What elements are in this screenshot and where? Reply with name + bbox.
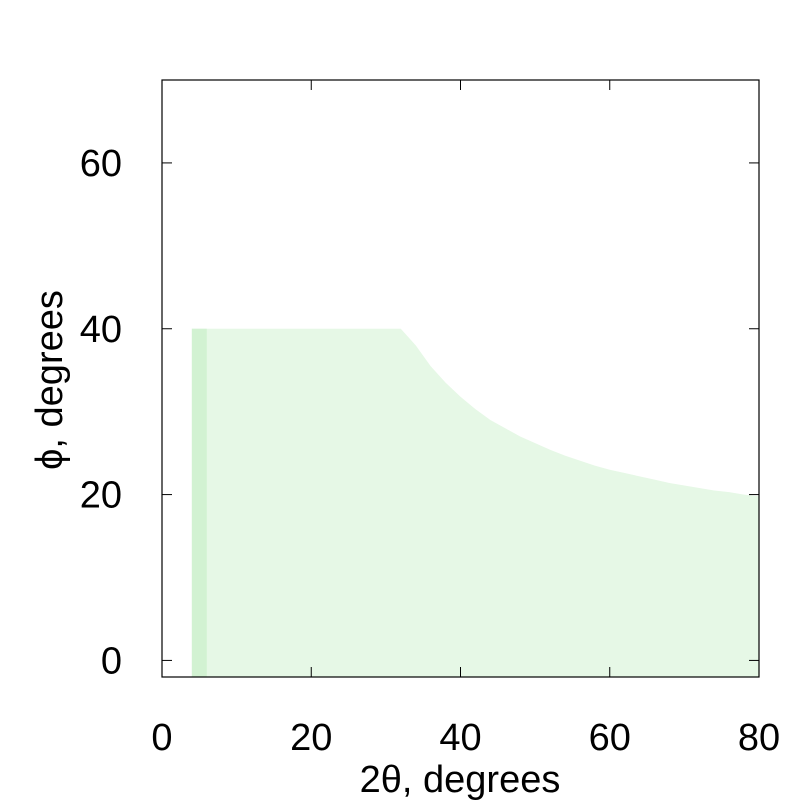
coverage-area <box>191 328 760 677</box>
y-tick-label: 60 <box>80 143 122 185</box>
y-tick-label: 40 <box>80 309 122 351</box>
y-tick-label: 20 <box>80 475 122 517</box>
x-tick-label: 80 <box>738 717 780 759</box>
axis-ticks <box>161 80 760 677</box>
y-tick-label: 0 <box>101 640 122 682</box>
y-axis-label: ϕ, degrees <box>29 290 71 470</box>
coverage-region <box>191 328 760 677</box>
x-tick-label: 0 <box>151 717 172 759</box>
x-tick-label: 20 <box>290 717 332 759</box>
coverage-edge-band <box>191 328 207 677</box>
x-tick-label: 40 <box>439 717 481 759</box>
x-tick-labels: 0 20 40 60 80 <box>151 717 780 759</box>
y-tick-labels: 0 20 40 60 <box>80 143 122 683</box>
x-tick-label: 60 <box>589 717 631 759</box>
x-axis-label: 2θ, degrees <box>360 759 561 800</box>
